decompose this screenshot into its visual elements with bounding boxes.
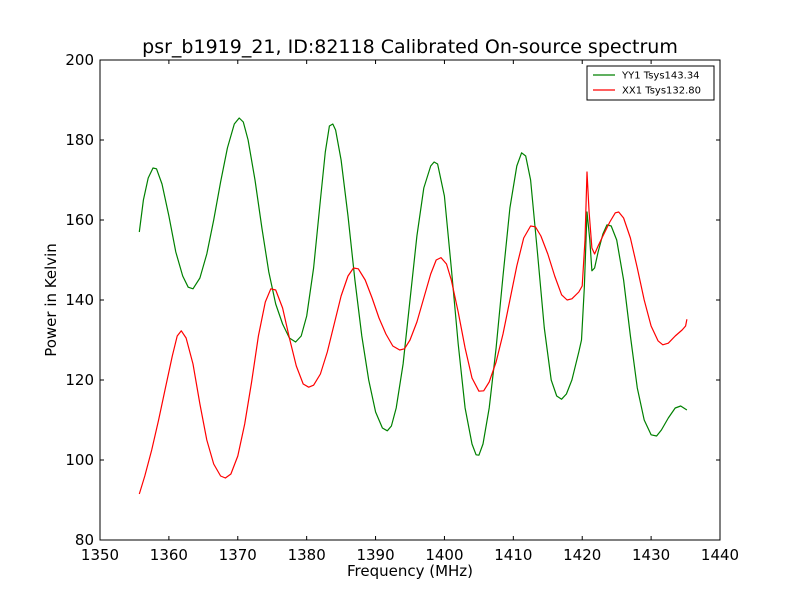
x-tick-label: 1360: [150, 546, 188, 564]
y-tick-label: 200: [65, 51, 94, 69]
y-tick-label: 100: [65, 451, 94, 469]
legend-box: [586, 65, 715, 101]
x-tick-label: 1420: [563, 546, 601, 564]
legend-label-yy1: YY1 Tsys143.34: [621, 71, 700, 82]
y-tick-label: 180: [65, 131, 94, 149]
legend-label-xx1: XX1 Tsys132.80: [622, 86, 701, 97]
x-tick-label: 1410: [494, 546, 532, 564]
x-tick-label: 1370: [219, 546, 257, 564]
y-tick-label: 160: [65, 211, 94, 229]
plot-area: [138, 117, 688, 495]
x-tick-label: 1430: [632, 546, 670, 564]
legend: YY1 Tsys143.34 XX1 Tsys132.80: [586, 65, 715, 101]
x-axis-label: Frequency (MHz): [347, 562, 473, 580]
x-tick-label: 1380: [288, 546, 326, 564]
series-line-yy1: [138, 117, 688, 456]
x-tick-label: 1400: [425, 546, 463, 564]
x-tick-label: 1390: [356, 546, 394, 564]
y-tick-label: 140: [65, 291, 94, 309]
y-tick-label: 80: [75, 531, 94, 549]
series-line-xx1: [138, 171, 688, 495]
x-tick-label: 1350: [81, 546, 119, 564]
axis-ticks: 1350 1360 1370 1380 1390 1400 1410 1420 1430 1440…: [65, 51, 739, 564]
y-tick-label: 120: [65, 371, 94, 389]
chart-title: psr_b1919_21, ID:82118 Calibrated On-sou…: [142, 36, 678, 58]
x-tick-label: 1440: [701, 546, 739, 564]
y-axis-label: Power in Kelvin: [42, 243, 60, 357]
